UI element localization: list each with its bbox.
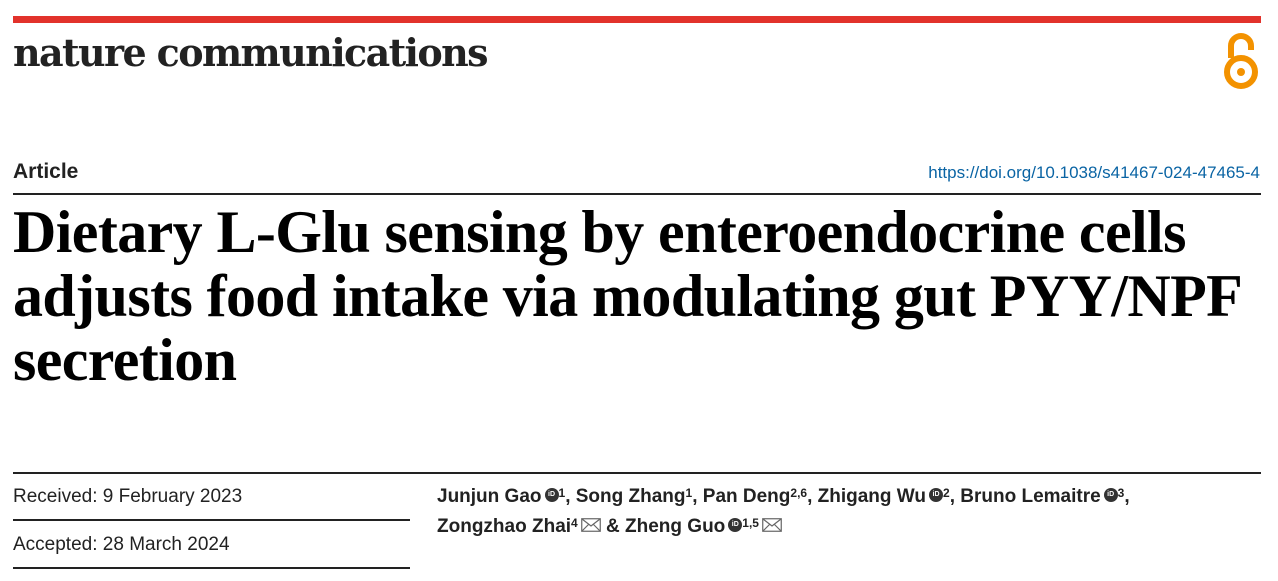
author[interactable]: Zhigang Wu iD 2 — [818, 486, 950, 507]
author-list: Junjun Gao iD 1, Song Zhang1, Pan Deng2,6,… — [437, 482, 1257, 542]
top-accent-bar — [13, 16, 1261, 23]
author-name: Zheng Guo — [625, 516, 726, 537]
envelope-icon[interactable] — [762, 518, 782, 532]
article-title: Dietary L-Glu sensing by enteroendocrine… — [13, 199, 1241, 393]
author[interactable]: Song Zhang1 — [576, 486, 692, 507]
author[interactable]: Pan Deng2,6 — [703, 486, 807, 507]
dates-divider — [13, 519, 410, 521]
open-access-lock-icon — [1224, 33, 1258, 89]
header-divider — [13, 193, 1261, 195]
journal-name: nature communications — [13, 30, 489, 75]
dates-bottom-divider — [13, 567, 410, 569]
separator: , — [692, 486, 698, 507]
envelope-icon[interactable] — [580, 518, 601, 532]
article-type-label: Article — [13, 160, 79, 183]
author-affiliation: 1 — [558, 486, 566, 500]
author[interactable]: Zheng Guo iD 1,5 — [625, 516, 782, 537]
author[interactable]: Zongzhao Zhai4 — [437, 516, 601, 537]
author-affiliation: 3 — [1117, 486, 1125, 500]
orcid-icon[interactable]: iD — [1103, 487, 1118, 502]
author-affiliation: 2 — [943, 486, 950, 500]
author-name: Zhigang Wu — [817, 486, 926, 507]
author[interactable]: Junjun Gao iD 1 — [437, 486, 565, 507]
separator: , — [949, 486, 955, 507]
author-affiliation: 4 — [571, 516, 578, 530]
separator: & — [606, 516, 620, 537]
author-name: Song Zhang — [575, 486, 686, 507]
doi-link[interactable]: https://doi.org/10.1038/s41467-024-47465… — [928, 163, 1260, 182]
accepted-date: Accepted: 28 March 2024 — [13, 534, 230, 555]
separator: , — [565, 486, 571, 507]
author[interactable]: Bruno Lemaitre iD 3 — [960, 486, 1124, 507]
author-affiliation: 2,6 — [790, 486, 808, 500]
separator: , — [807, 486, 813, 507]
author-affiliation: 1 — [685, 486, 693, 500]
author-name: Zongzhao Zhai — [437, 516, 572, 537]
author-name: Junjun Gao — [437, 486, 542, 507]
orcid-icon[interactable]: iD — [544, 487, 559, 502]
author-affiliation: 1,5 — [742, 516, 759, 530]
author-name: Pan Deng — [702, 486, 791, 507]
orcid-icon[interactable]: iD — [929, 487, 943, 502]
info-divider — [13, 472, 1261, 474]
received-date: Received: 9 February 2023 — [13, 486, 243, 507]
author-name: Bruno Lemaitre — [960, 486, 1101, 507]
separator: , — [1124, 486, 1130, 507]
orcid-icon[interactable]: iD — [728, 517, 743, 532]
